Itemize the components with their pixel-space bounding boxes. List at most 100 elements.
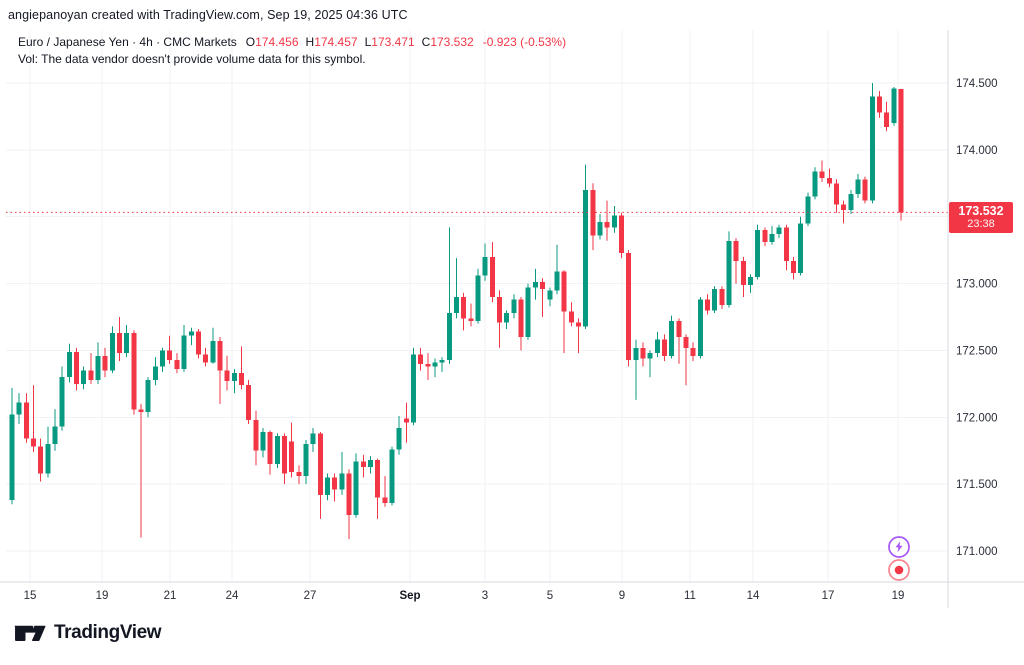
candle[interactable] (561, 270, 567, 354)
candle[interactable] (647, 350, 653, 378)
candle[interactable] (482, 243, 488, 281)
candle[interactable] (576, 318, 581, 354)
candle[interactable] (676, 318, 682, 364)
candle[interactable] (805, 192, 811, 227)
candle[interactable] (418, 347, 423, 371)
time-scale[interactable]: 15 19 21 24 27 Sep 3 5 9 11 14 17 19 (24, 590, 905, 602)
legend-symbol-title[interactable]: Euro / Japanese Yen · 4h · CMC Markets (18, 35, 237, 49)
candle[interactable] (475, 268, 481, 324)
candle[interactable] (554, 244, 560, 295)
candle[interactable] (898, 88, 904, 221)
candle[interactable] (533, 268, 538, 300)
candle[interactable] (110, 326, 115, 374)
candle[interactable] (748, 274, 753, 293)
candle[interactable] (870, 83, 875, 204)
candle[interactable] (597, 214, 603, 240)
candle[interactable] (303, 440, 309, 485)
candle[interactable] (862, 176, 868, 204)
candle[interactable] (669, 315, 674, 359)
candle[interactable] (196, 329, 201, 359)
candle[interactable] (67, 343, 72, 383)
candle[interactable] (626, 250, 631, 367)
candle[interactable] (733, 238, 739, 284)
candle[interactable] (583, 164, 588, 330)
candle[interactable] (203, 347, 208, 367)
candle[interactable] (59, 366, 65, 431)
candle[interactable] (712, 286, 717, 313)
candle[interactable] (52, 409, 58, 451)
candle[interactable] (432, 358, 438, 378)
candle[interactable] (540, 278, 545, 317)
candle[interactable] (683, 334, 689, 386)
candle[interactable] (461, 292, 466, 331)
candle[interactable] (289, 422, 294, 478)
candle[interactable] (145, 377, 151, 418)
candle[interactable] (232, 369, 237, 394)
candle[interactable] (368, 456, 373, 474)
candle[interactable] (547, 287, 553, 307)
candle[interactable] (569, 302, 574, 327)
candle[interactable] (346, 469, 352, 539)
candle[interactable] (9, 387, 15, 505)
candle[interactable] (275, 433, 280, 469)
candle[interactable] (382, 476, 388, 507)
candle[interactable] (769, 226, 775, 245)
candle[interactable] (705, 294, 710, 315)
candle[interactable] (404, 402, 409, 443)
candle[interactable] (439, 357, 445, 372)
candle[interactable] (131, 330, 137, 415)
candle[interactable] (640, 342, 646, 367)
candle[interactable] (518, 296, 524, 351)
candle[interactable] (31, 385, 36, 453)
candle[interactable] (210, 327, 216, 364)
candle[interactable] (81, 366, 86, 390)
candle[interactable] (690, 342, 696, 362)
candle[interactable] (698, 296, 703, 359)
candle[interactable] (776, 224, 782, 239)
candle[interactable] (253, 410, 259, 466)
candle[interactable] (74, 347, 79, 391)
candle[interactable] (877, 91, 882, 118)
candle[interactable] (604, 200, 610, 241)
candle[interactable] (411, 347, 416, 426)
candle[interactable] (490, 242, 495, 303)
candle[interactable] (332, 473, 337, 502)
candle[interactable] (167, 335, 172, 364)
candle[interactable] (95, 342, 101, 384)
candle[interactable] (88, 353, 94, 384)
candle[interactable] (375, 458, 380, 519)
candle[interactable] (339, 452, 345, 495)
candle[interactable] (798, 216, 803, 276)
candlestick-chart[interactable]: 174.500 174.000 173.000 172.500 172.000 171.5… (0, 0, 1024, 608)
candle[interactable] (633, 339, 639, 400)
flash-icon[interactable] (887, 535, 911, 559)
candle[interactable] (755, 224, 760, 280)
candle[interactable] (590, 183, 596, 251)
candle[interactable] (719, 286, 725, 309)
candle[interactable] (741, 256, 746, 297)
candle[interactable] (153, 357, 158, 386)
candle[interactable] (260, 427, 266, 458)
candle[interactable] (891, 87, 897, 126)
candle[interactable] (812, 167, 818, 200)
record-dot-icon[interactable] (887, 558, 911, 582)
candle[interactable] (619, 212, 624, 259)
candle[interactable] (224, 355, 230, 391)
candle[interactable] (138, 403, 144, 538)
candle[interactable] (24, 393, 29, 443)
candle[interactable] (124, 325, 129, 358)
candle[interactable] (497, 290, 502, 348)
candle[interactable] (267, 430, 273, 475)
candle[interactable] (296, 465, 302, 485)
candle[interactable] (353, 453, 359, 518)
candle[interactable] (160, 347, 165, 372)
candle[interactable] (819, 160, 825, 182)
candle[interactable] (282, 433, 287, 485)
candle[interactable] (834, 179, 839, 213)
candle[interactable] (504, 310, 509, 330)
candle[interactable] (511, 294, 517, 319)
candle[interactable] (45, 426, 51, 478)
candle[interactable] (468, 303, 474, 327)
candle[interactable] (181, 325, 187, 372)
candle[interactable] (389, 446, 395, 506)
